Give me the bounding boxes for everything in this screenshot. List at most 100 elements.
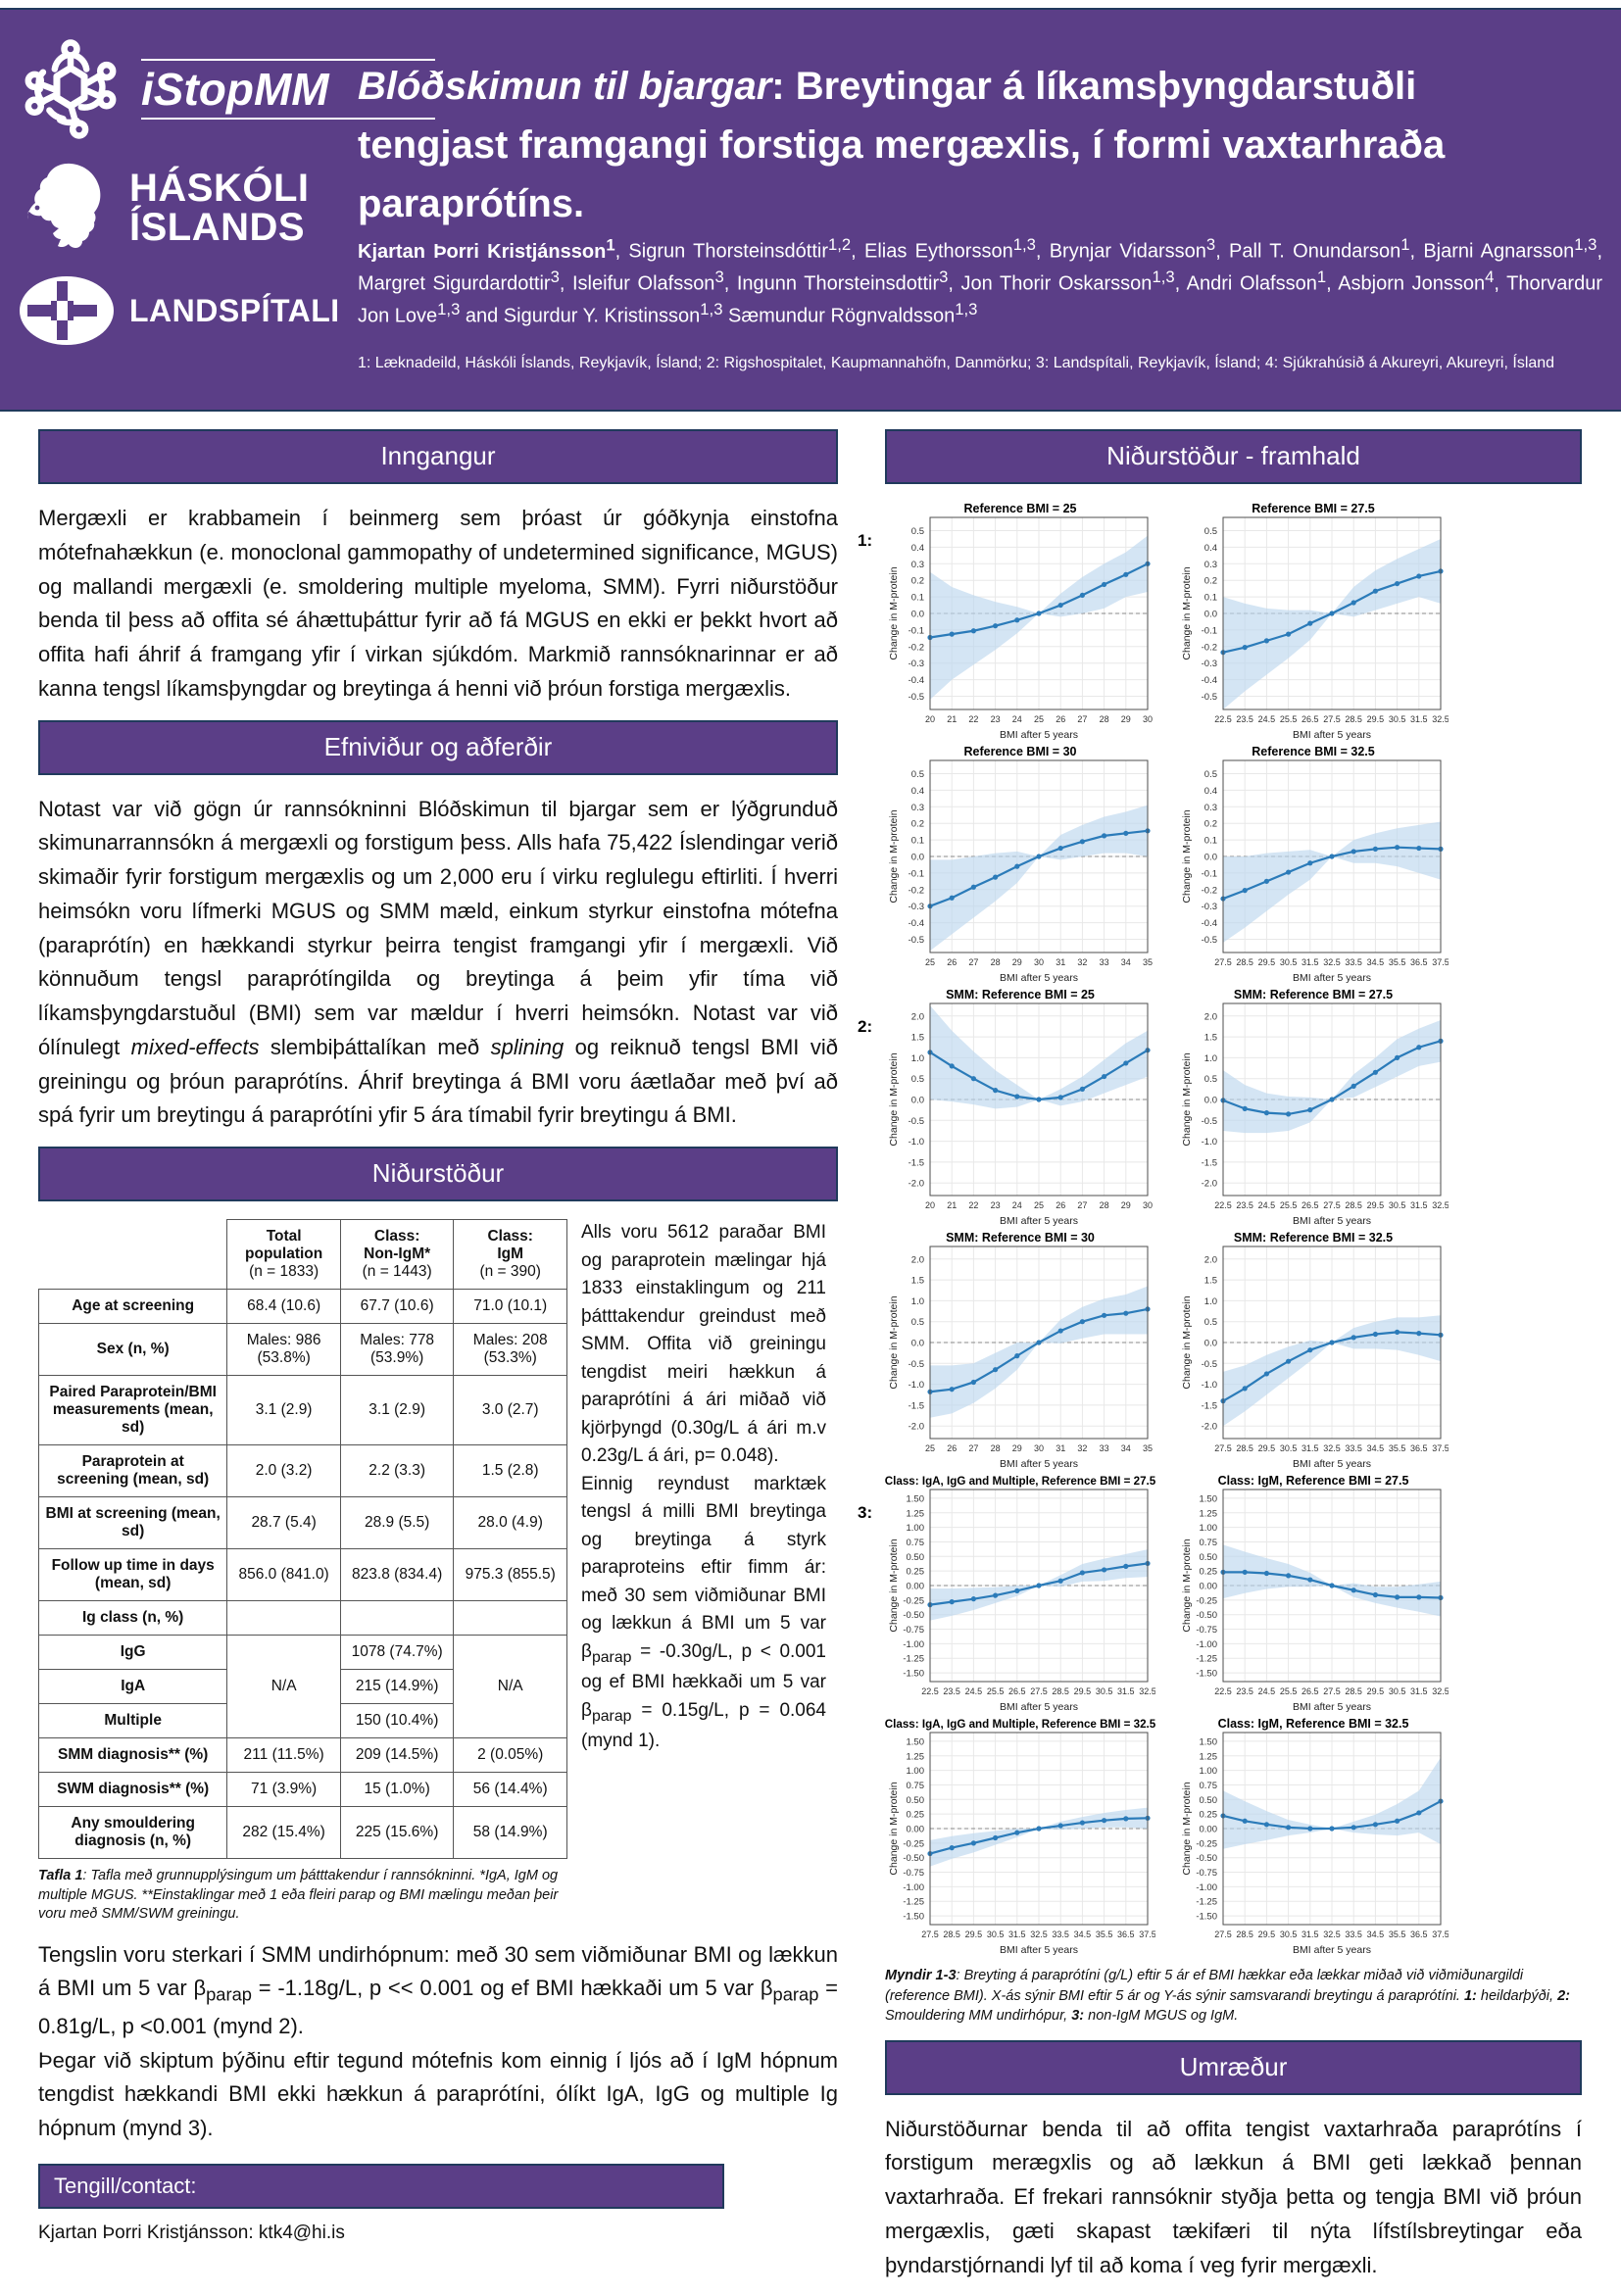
svg-text:0.5: 0.5 [1204, 1074, 1217, 1085]
svg-text:0.0: 0.0 [1204, 610, 1217, 620]
svg-text:34.5: 34.5 [1367, 957, 1385, 967]
svg-text:37.5: 37.5 [1432, 1443, 1449, 1453]
svg-text:27.5: 27.5 [1214, 1443, 1232, 1453]
svg-text:BMI after 5 years: BMI after 5 years [1293, 972, 1371, 984]
svg-text:BMI after 5 years: BMI after 5 years [1000, 1701, 1078, 1713]
svg-text:2.0: 2.0 [1204, 1011, 1217, 1022]
svg-text:31.5: 31.5 [1302, 1930, 1319, 1939]
svg-text:0.4: 0.4 [1204, 786, 1217, 797]
svg-text:27.5: 27.5 [1323, 714, 1341, 724]
svg-text:0.25: 0.25 [1200, 1810, 1218, 1821]
svg-text:BMI after 5 years: BMI after 5 years [1293, 729, 1371, 741]
svg-text:30.5: 30.5 [1280, 1443, 1298, 1453]
svg-text:1.5: 1.5 [911, 1033, 924, 1044]
svg-text:-0.50: -0.50 [1196, 1853, 1217, 1864]
svg-text:26.5: 26.5 [1302, 1686, 1319, 1696]
svg-text:1.50: 1.50 [907, 1493, 925, 1504]
svg-text:30.5: 30.5 [1096, 1686, 1113, 1696]
svg-text:1.5: 1.5 [1204, 1276, 1217, 1287]
svg-text:0.0: 0.0 [911, 1339, 924, 1349]
svg-text:30: 30 [1034, 1443, 1044, 1453]
svg-text:1.50: 1.50 [1200, 1736, 1218, 1747]
svg-text:-1.00: -1.00 [1196, 1882, 1217, 1893]
svg-text:BMI after 5 years: BMI after 5 years [1293, 1944, 1371, 1956]
svg-text:0.3: 0.3 [911, 560, 924, 570]
svg-text:22: 22 [968, 714, 978, 724]
svg-text:29: 29 [1012, 1443, 1022, 1453]
svg-text:1.50: 1.50 [907, 1736, 925, 1747]
svg-text:BMI after 5 years: BMI after 5 years [1000, 972, 1078, 984]
svg-text:-0.2: -0.2 [909, 885, 924, 896]
svg-text:-0.4: -0.4 [1202, 918, 1217, 929]
svg-text:-2.0: -2.0 [909, 1422, 924, 1433]
svg-text:24: 24 [1012, 1200, 1022, 1210]
svg-text:Reference BMI = 30: Reference BMI = 30 [964, 745, 1077, 758]
svg-text:22.5: 22.5 [1214, 714, 1232, 724]
svg-text:Change in M-protein: Change in M-protein [888, 809, 900, 903]
svg-text:0.50: 0.50 [907, 1552, 925, 1563]
svg-text:-0.5: -0.5 [1202, 1359, 1217, 1370]
svg-text:-0.50: -0.50 [1196, 1610, 1217, 1621]
svg-text:Reference BMI = 25: Reference BMI = 25 [964, 502, 1077, 515]
svg-text:-0.5: -0.5 [909, 935, 924, 946]
svg-text:-0.1: -0.1 [1202, 868, 1217, 879]
svg-text:26: 26 [947, 1443, 957, 1453]
svg-text:1.00: 1.00 [1200, 1766, 1218, 1777]
svg-text:32.5: 32.5 [1323, 1443, 1341, 1453]
svg-text:29: 29 [1121, 1200, 1131, 1210]
svg-text:Change in M-protein: Change in M-protein [888, 1782, 900, 1875]
svg-text:24.5: 24.5 [1258, 714, 1276, 724]
svg-text:0.50: 0.50 [1200, 1552, 1218, 1563]
svg-text:1.0: 1.0 [911, 1296, 924, 1307]
svg-text:0.75: 0.75 [907, 1538, 925, 1548]
svg-text:31: 31 [1056, 957, 1065, 967]
svg-text:28.5: 28.5 [1345, 714, 1362, 724]
svg-text:0.00: 0.00 [907, 1825, 925, 1835]
svg-text:0.2: 0.2 [1204, 576, 1217, 587]
svg-text:31.5: 31.5 [1117, 1686, 1135, 1696]
svg-text:29.5: 29.5 [1258, 1443, 1276, 1453]
svg-text:Change in M-protein: Change in M-protein [888, 1295, 900, 1389]
svg-text:Change in M-protein: Change in M-protein [1181, 1782, 1193, 1875]
svg-text:-2.0: -2.0 [1202, 1179, 1217, 1190]
svg-text:-0.5: -0.5 [909, 1116, 924, 1127]
svg-text:25.5: 25.5 [987, 1686, 1005, 1696]
svg-text:1.25: 1.25 [907, 1508, 925, 1519]
svg-text:-0.2: -0.2 [909, 642, 924, 653]
svg-text:SMM: Reference BMI = 25: SMM: Reference BMI = 25 [946, 988, 1095, 1001]
svg-text:28.5: 28.5 [943, 1930, 960, 1939]
svg-text:0.3: 0.3 [911, 803, 924, 813]
svg-text:0.2: 0.2 [911, 819, 924, 830]
svg-text:24.5: 24.5 [1258, 1686, 1276, 1696]
svg-text:0.0: 0.0 [1204, 1339, 1217, 1349]
svg-text:-1.00: -1.00 [903, 1639, 924, 1650]
svg-text:21: 21 [947, 714, 957, 724]
svg-text:-1.5: -1.5 [1202, 1400, 1217, 1411]
svg-text:30.5: 30.5 [1389, 714, 1406, 724]
svg-text:29.5: 29.5 [1258, 1930, 1276, 1939]
svg-text:Change in M-protein: Change in M-protein [1181, 809, 1193, 903]
svg-text:Change in M-protein: Change in M-protein [1181, 1539, 1193, 1632]
svg-text:-1.50: -1.50 [903, 1669, 924, 1680]
svg-text:0.75: 0.75 [1200, 1781, 1218, 1791]
svg-text:35: 35 [1143, 1443, 1153, 1453]
svg-text:22.5: 22.5 [921, 1686, 939, 1696]
svg-text:28: 28 [1100, 714, 1109, 724]
svg-text:29.5: 29.5 [965, 1930, 983, 1939]
svg-text:27.5: 27.5 [1214, 957, 1232, 967]
svg-text:37.5: 37.5 [1432, 957, 1449, 967]
svg-text:-0.25: -0.25 [903, 1838, 924, 1849]
svg-text:36.5: 36.5 [1410, 1930, 1428, 1939]
svg-text:26: 26 [1056, 714, 1065, 724]
svg-text:1.5: 1.5 [911, 1276, 924, 1287]
svg-text:-0.3: -0.3 [1202, 659, 1217, 669]
svg-text:0.75: 0.75 [907, 1781, 925, 1791]
svg-text:0.5: 0.5 [1204, 769, 1217, 780]
svg-text:0.5: 0.5 [911, 526, 924, 537]
svg-text:-0.5: -0.5 [909, 1359, 924, 1370]
svg-text:-0.5: -0.5 [1202, 1116, 1217, 1127]
svg-text:-0.75: -0.75 [903, 1625, 924, 1636]
svg-text:-0.2: -0.2 [1202, 885, 1217, 896]
svg-text:-1.5: -1.5 [909, 1400, 924, 1411]
svg-text:-0.1: -0.1 [909, 868, 924, 879]
